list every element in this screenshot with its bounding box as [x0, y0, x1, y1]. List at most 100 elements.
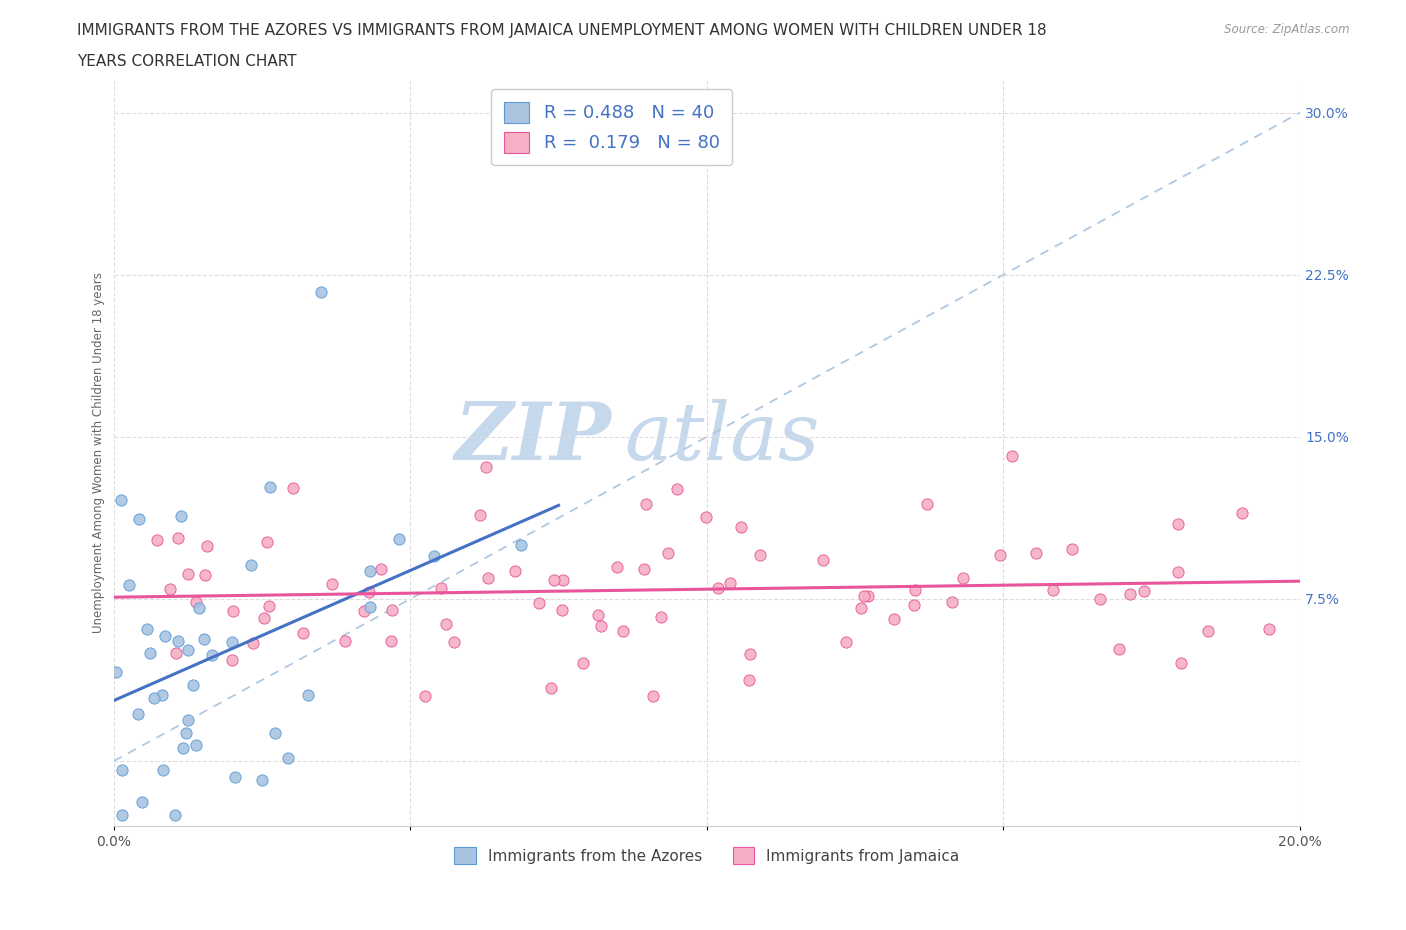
Point — [153, 628, 176, 643]
Point — [253, 610, 276, 625]
Point — [256, 535, 278, 550]
Point — [165, 645, 187, 660]
Point — [333, 633, 356, 648]
Point — [695, 509, 717, 524]
Point — [738, 646, 761, 661]
Text: atlas: atlas — [624, 399, 820, 477]
Point — [990, 548, 1012, 563]
Point — [1198, 624, 1220, 639]
Point — [111, 808, 134, 823]
Point — [187, 601, 209, 616]
Point — [186, 737, 208, 752]
Point — [184, 594, 207, 609]
Point — [853, 589, 876, 604]
Point — [834, 634, 856, 649]
Point — [297, 687, 319, 702]
Point — [181, 678, 204, 693]
Legend: Immigrants from the Azores, Immigrants from Jamaica: Immigrants from the Azores, Immigrants f… — [449, 841, 966, 870]
Point — [250, 773, 273, 788]
Point — [357, 584, 380, 599]
Point — [224, 770, 246, 785]
Point — [359, 600, 381, 615]
Point — [551, 603, 574, 618]
Point — [259, 480, 281, 495]
Point — [434, 617, 457, 631]
Point — [177, 643, 200, 658]
Point — [952, 571, 974, 586]
Point — [1042, 583, 1064, 598]
Point — [146, 532, 169, 547]
Point — [904, 582, 927, 597]
Point — [633, 562, 655, 577]
Point — [194, 567, 217, 582]
Point — [1133, 583, 1156, 598]
Point — [159, 582, 181, 597]
Point — [540, 680, 562, 695]
Point — [193, 631, 215, 646]
Point — [201, 648, 224, 663]
Point — [222, 604, 245, 618]
Point — [641, 689, 664, 704]
Point — [170, 508, 193, 523]
Point — [883, 611, 905, 626]
Point — [612, 623, 634, 638]
Point — [470, 508, 492, 523]
Point — [176, 713, 198, 728]
Point — [510, 538, 533, 552]
Point — [221, 653, 243, 668]
Point — [903, 597, 925, 612]
Point — [388, 532, 411, 547]
Text: ZIP: ZIP — [456, 399, 612, 477]
Point — [1167, 516, 1189, 531]
Point — [1257, 621, 1279, 636]
Point — [475, 460, 498, 475]
Point — [718, 576, 741, 591]
Point — [359, 564, 381, 578]
Point — [311, 285, 333, 299]
Point — [150, 687, 173, 702]
Point — [152, 763, 174, 777]
Point — [503, 564, 526, 578]
Point — [738, 672, 761, 687]
Point — [259, 598, 281, 613]
Point — [477, 571, 499, 586]
Point — [572, 656, 595, 671]
Point — [941, 594, 963, 609]
Point — [527, 595, 550, 610]
Point — [195, 538, 218, 553]
Point — [1025, 546, 1047, 561]
Point — [264, 725, 287, 740]
Point — [586, 608, 609, 623]
Point — [443, 635, 465, 650]
Point — [167, 634, 190, 649]
Point — [128, 512, 150, 526]
Point — [430, 581, 453, 596]
Point — [139, 645, 162, 660]
Point — [105, 664, 128, 679]
Point — [142, 690, 165, 705]
Point — [1001, 448, 1024, 463]
Point — [856, 588, 879, 603]
Point — [849, 601, 872, 616]
Point — [657, 545, 679, 560]
Point — [413, 689, 436, 704]
Point — [1170, 656, 1192, 671]
Point — [543, 573, 565, 588]
Point — [131, 794, 153, 809]
Point — [813, 552, 835, 567]
Point — [1088, 591, 1111, 606]
Point — [1167, 565, 1189, 579]
Point — [650, 610, 672, 625]
Point — [1108, 642, 1130, 657]
Point — [381, 603, 404, 618]
Text: YEARS CORRELATION CHART: YEARS CORRELATION CHART — [77, 54, 297, 69]
Point — [749, 548, 772, 563]
Point — [291, 625, 314, 640]
Text: Source: ZipAtlas.com: Source: ZipAtlas.com — [1225, 23, 1350, 36]
Point — [353, 603, 375, 618]
Point — [177, 566, 200, 581]
Point — [136, 621, 159, 636]
Point — [423, 549, 446, 564]
Text: IMMIGRANTS FROM THE AZORES VS IMMIGRANTS FROM JAMAICA UNEMPLOYMENT AMONG WOMEN W: IMMIGRANTS FROM THE AZORES VS IMMIGRANTS… — [77, 23, 1047, 38]
Point — [221, 635, 243, 650]
